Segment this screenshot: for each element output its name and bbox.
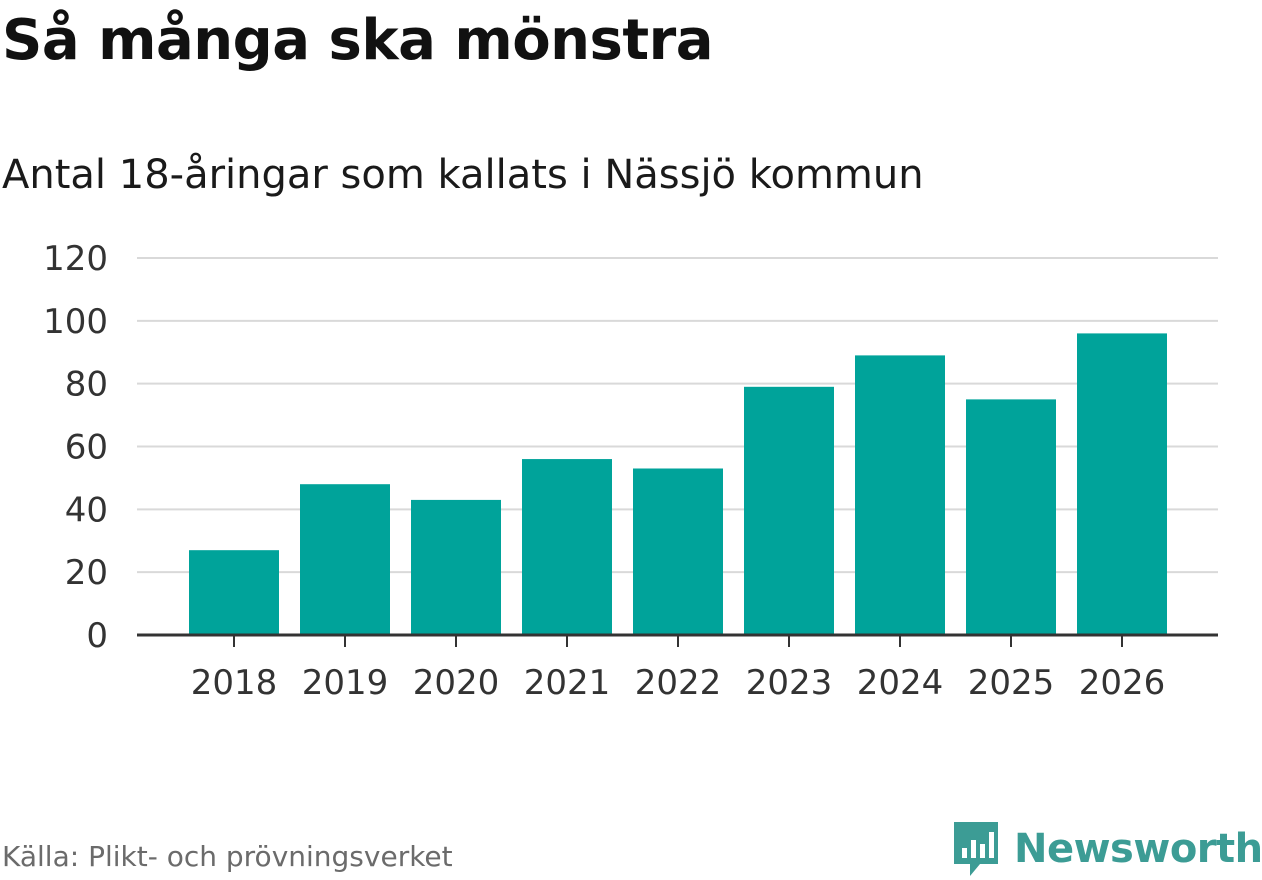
bar-2021[interactable] bbox=[522, 459, 612, 635]
x-tick-label: 2020 bbox=[413, 663, 500, 703]
y-tick-label: 0 bbox=[86, 616, 108, 656]
chart-title: Så många ska mönstra bbox=[2, 8, 714, 73]
newsworthy-logo-icon bbox=[954, 822, 998, 876]
x-tick-label: 2021 bbox=[524, 663, 611, 703]
y-tick-label: 120 bbox=[43, 239, 108, 279]
x-tick-label: 2022 bbox=[635, 663, 722, 703]
y-tick-label: 20 bbox=[65, 553, 108, 593]
x-tick-label: 2024 bbox=[857, 663, 944, 703]
bar-2024[interactable] bbox=[855, 355, 945, 635]
bar-2018[interactable] bbox=[189, 550, 279, 635]
source-note: Källa: Plikt- och prövningsverket bbox=[2, 840, 453, 873]
y-tick-label: 100 bbox=[43, 302, 108, 342]
bar-2020[interactable] bbox=[411, 499, 501, 635]
bar-2026[interactable] bbox=[1077, 333, 1167, 635]
x-axis-ticks: 2018 2019 2020 2021 2022 2023 2024 2025 2026 bbox=[191, 635, 1166, 703]
bar-2019[interactable] bbox=[300, 484, 390, 635]
y-tick-label: 80 bbox=[65, 365, 108, 405]
x-tick-label: 2026 bbox=[1079, 663, 1166, 703]
bars bbox=[189, 333, 1167, 635]
brand-name: Newsworthy bbox=[1014, 826, 1262, 872]
x-tick-label: 2023 bbox=[746, 663, 833, 703]
x-tick-label: 2019 bbox=[302, 663, 389, 703]
x-tick-label: 2018 bbox=[191, 663, 278, 703]
bar-2023[interactable] bbox=[744, 386, 834, 635]
chart-subtitle: Antal 18-åringar som kallats i Nässjö ko… bbox=[2, 152, 924, 198]
y-axis-ticks: 0 20 40 60 80 100 120 bbox=[43, 239, 108, 656]
x-tick-label: 2025 bbox=[968, 663, 1055, 703]
brand[interactable]: Newsworthy bbox=[950, 818, 1262, 880]
y-tick-label: 40 bbox=[65, 490, 108, 530]
bar-2022[interactable] bbox=[633, 468, 723, 635]
y-tick-label: 60 bbox=[65, 428, 108, 468]
bar-2025[interactable] bbox=[966, 399, 1056, 635]
